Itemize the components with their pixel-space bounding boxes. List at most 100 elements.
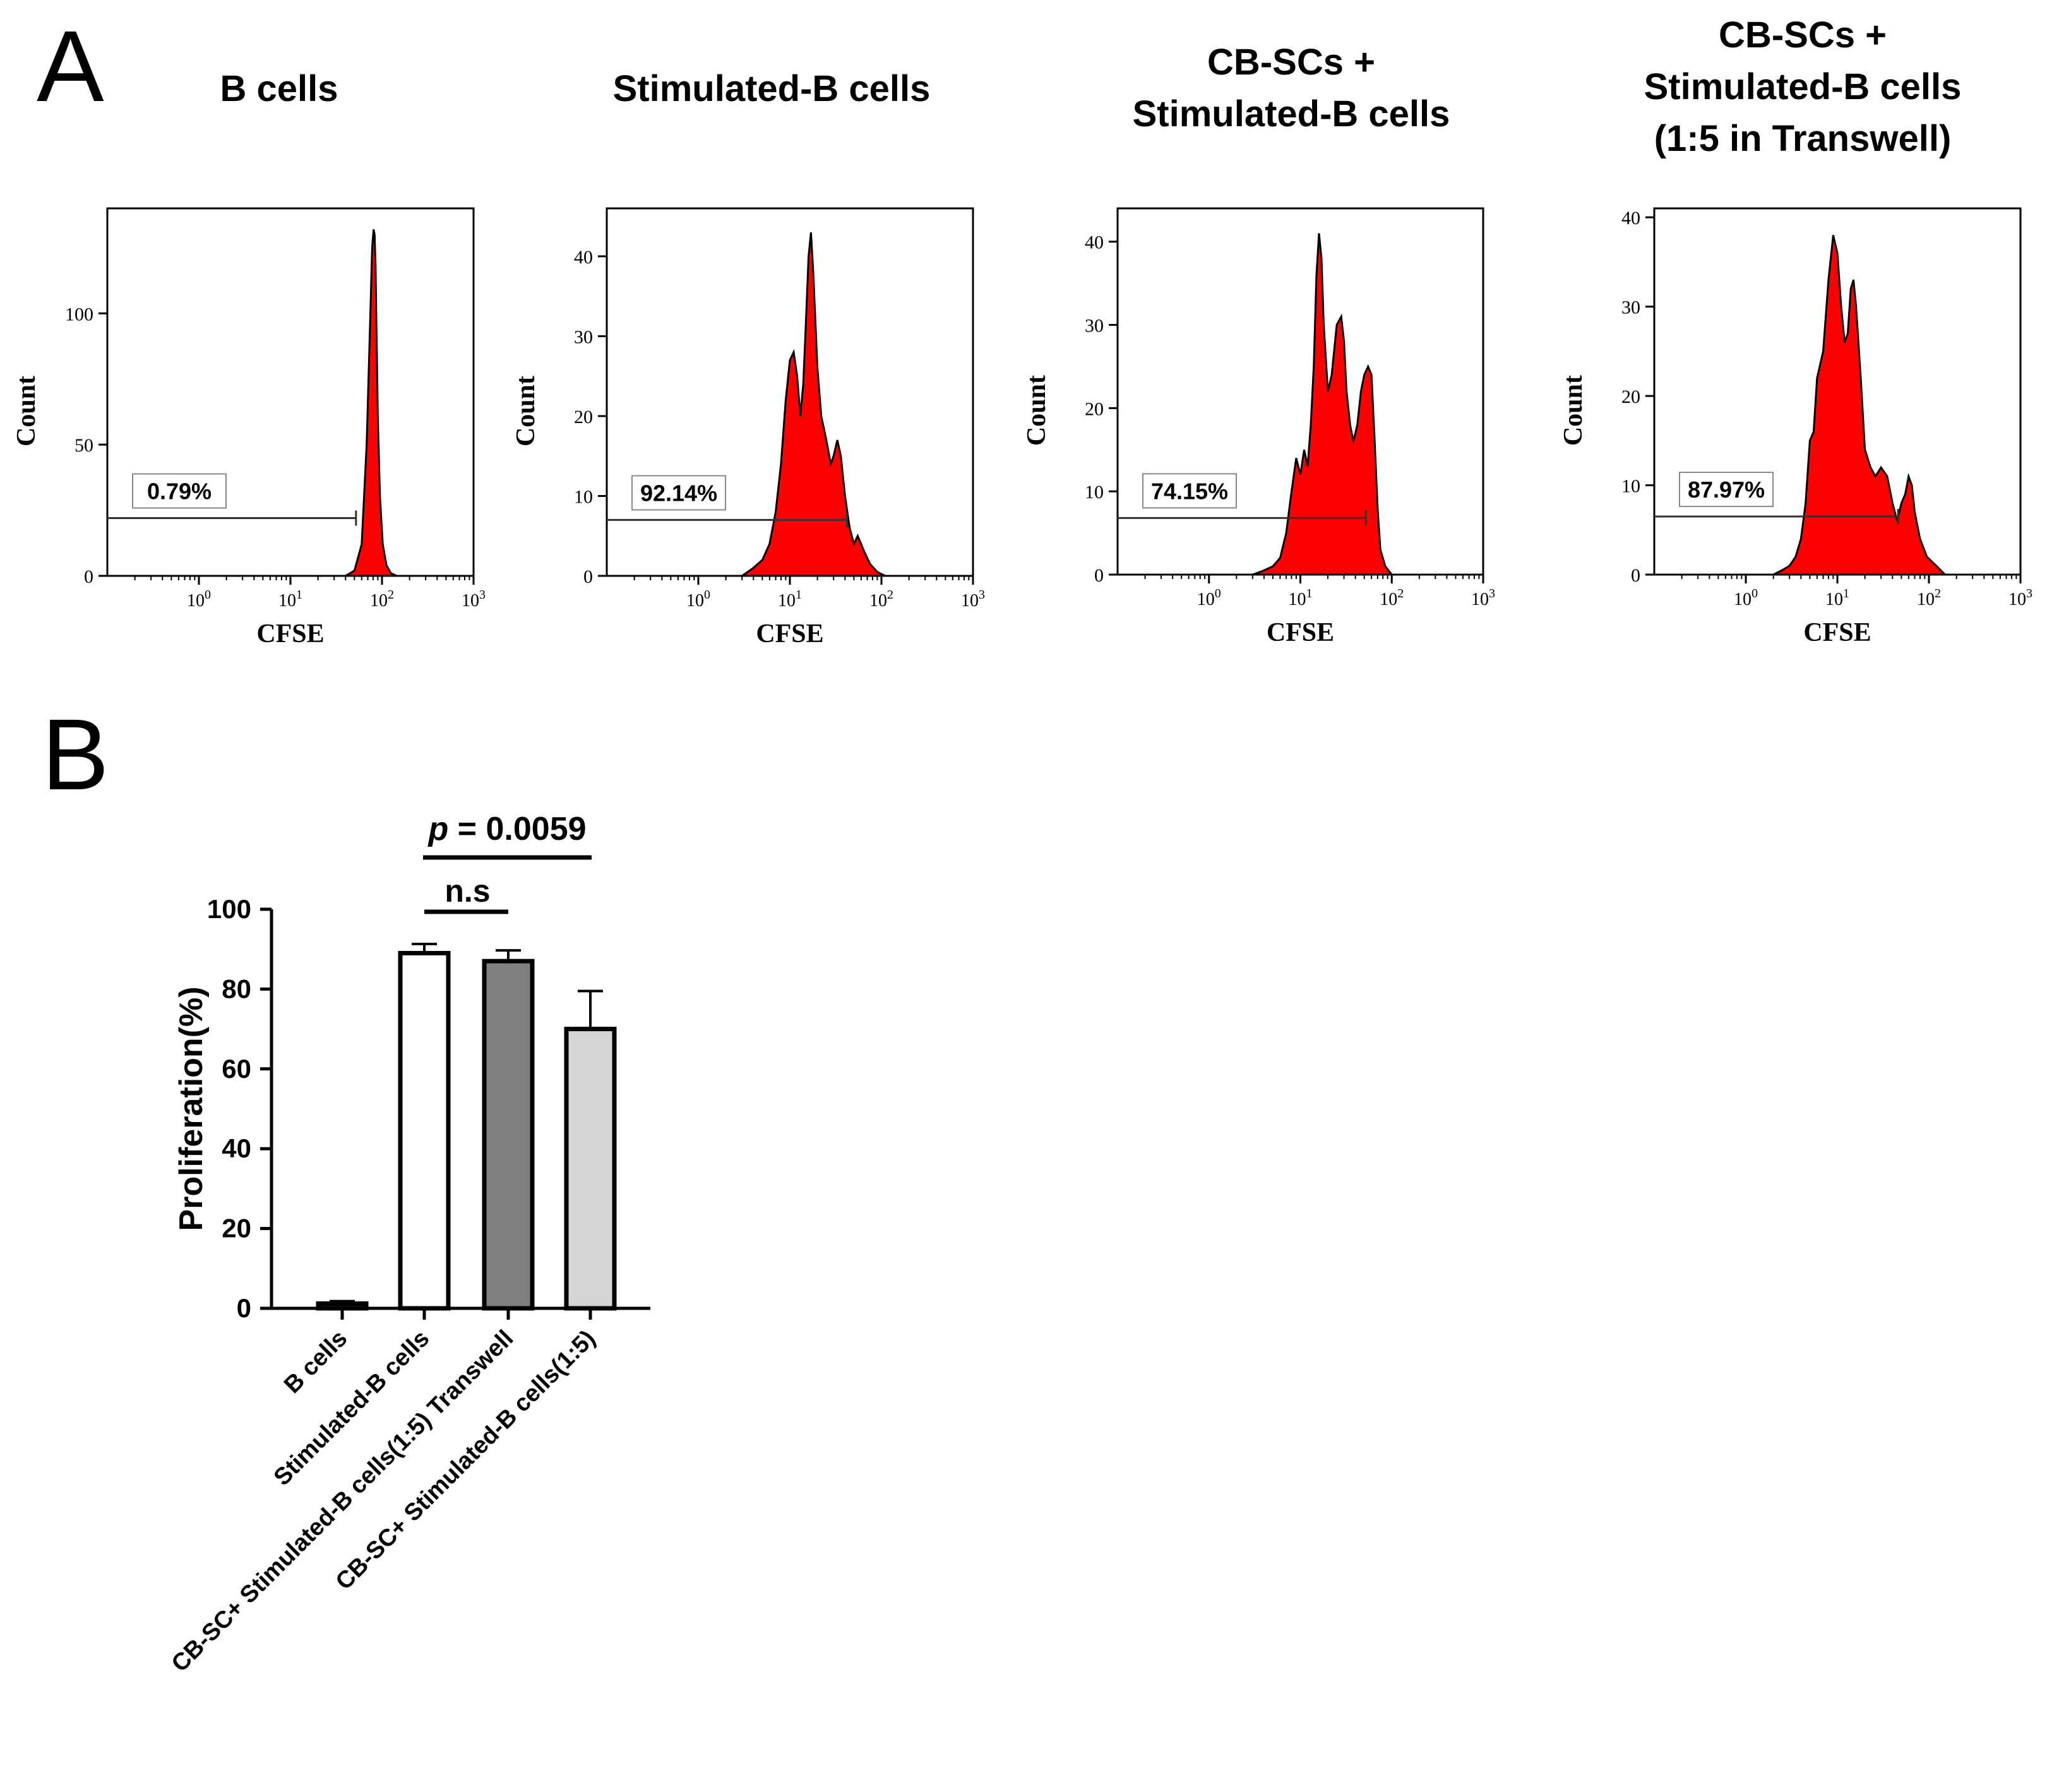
x-tick-exponent: 1: [1843, 587, 1849, 600]
y-tick-label: 40: [222, 1133, 251, 1163]
x-tick-exponent: 0: [1215, 587, 1221, 600]
y-axis-label: Proliferation(%): [173, 986, 210, 1231]
histogram-title-line: B cells: [220, 68, 338, 109]
x-category-label: CB-SC+ Stimulated-B cells(1:5) Transwell: [167, 1325, 519, 1678]
panel-b-label: B: [42, 698, 109, 811]
y-tick-label: 0: [84, 566, 93, 587]
x-tick-label: 101: [1825, 587, 1849, 609]
histogram-cbsc-stimulated-b-cells-transwell: CB-SCs + Stimulated-B cells (1:5 in Transw…: [1559, 15, 2032, 647]
y-tick-label: 10: [1621, 476, 1640, 497]
x-tick-base: 10: [961, 591, 979, 611]
x-tick-base: 10: [462, 591, 479, 611]
histogram-area: [739, 232, 886, 577]
y-tick-label: 40: [1621, 208, 1640, 229]
y-tick-label: 40: [1085, 232, 1104, 253]
x-axis-label: CFSE: [1803, 618, 1871, 647]
x-tick-exponent: 3: [2026, 587, 2032, 600]
x-tick-base: 10: [1917, 590, 1935, 609]
histogram-title-line: CB-SCs +: [1207, 42, 1375, 83]
panel-a-label: A: [37, 9, 104, 122]
y-axis-label: Count: [12, 376, 41, 446]
x-tick-exponent: 1: [296, 588, 302, 602]
bar: [482, 959, 535, 1311]
histogram-area: [1772, 235, 1948, 576]
x-tick-label: 102: [869, 588, 893, 611]
gate-label-box: [132, 473, 227, 509]
p-value: = 0.0059: [448, 811, 586, 847]
p-symbol: p: [427, 811, 448, 847]
x-tick-label: 103: [462, 588, 486, 611]
x-tick-label: 103: [961, 588, 985, 611]
x-tick-base: 10: [1380, 590, 1397, 609]
x-tick-label: 101: [278, 588, 302, 611]
x-tick-exponent: 2: [1397, 587, 1404, 600]
gate-label: 0.79%: [147, 479, 212, 505]
x-tick-base: 10: [869, 591, 887, 611]
histogram-title-line: Stimulated-B cells: [613, 68, 931, 109]
x-tick-exponent: 0: [704, 588, 710, 602]
y-tick-label: 30: [1621, 297, 1640, 318]
x-tick-base: 10: [278, 591, 296, 611]
x-tick-label: 101: [778, 588, 802, 611]
y-tick-label: 40: [574, 247, 593, 268]
x-tick-base: 10: [1734, 590, 1752, 609]
x-tick-base: 10: [1471, 590, 1489, 609]
histogram-title-line: Stimulated-B cells: [1133, 93, 1450, 134]
x-tick-exponent: 1: [796, 588, 802, 602]
histogram-title-line: CB-SCs +: [1719, 15, 1887, 56]
x-tick-base: 10: [1825, 590, 1843, 609]
x-tick-label: 100: [1734, 587, 1758, 609]
y-tick-label: 30: [1085, 316, 1104, 337]
gate-label-box: [1679, 472, 1774, 508]
x-tick-label: 100: [1197, 587, 1221, 609]
x-tick-exponent: 2: [887, 588, 893, 602]
gate-label-box: [631, 475, 726, 511]
p-value-label: p = 0.0059: [427, 811, 586, 847]
x-category-label: B cells: [279, 1325, 352, 1399]
plot-frame: [106, 207, 475, 577]
y-tick-label: 20: [1621, 386, 1640, 407]
x-tick-exponent: 2: [1935, 587, 1941, 600]
x-tick-label: 101: [1289, 587, 1313, 609]
gate-label: 92.14%: [640, 480, 717, 506]
y-tick-label: 30: [574, 326, 593, 347]
y-axis-label: Count: [1559, 375, 1588, 446]
bar: [564, 1027, 617, 1311]
y-tick-label: 50: [75, 435, 93, 456]
y-tick-label: 0: [237, 1293, 251, 1323]
y-tick-label: 20: [1085, 398, 1104, 419]
x-tick-exponent: 0: [205, 588, 211, 602]
y-tick-label: 0: [1094, 565, 1104, 586]
y-tick-label: 0: [1631, 565, 1640, 586]
x-tick-base: 10: [2008, 590, 2026, 609]
y-tick-label: 60: [222, 1054, 251, 1084]
y-tick-label: 100: [207, 894, 251, 924]
x-tick-base: 10: [686, 591, 704, 611]
y-tick-label: 100: [65, 304, 93, 325]
x-tick-base: 10: [370, 591, 388, 611]
bar-chart-proliferation: 0 20 40 60 80 100 Proliferation(%) B cellsStimu…: [167, 811, 650, 1677]
x-category-label: Stimulated-B cells: [269, 1325, 435, 1491]
y-tick-label: 20: [574, 407, 593, 427]
bar: [316, 1301, 369, 1311]
x-tick-label: 102: [1917, 587, 1941, 609]
x-tick-label: 103: [2008, 587, 2032, 609]
histogram-area: [342, 229, 398, 577]
x-tick-base: 10: [1289, 590, 1306, 609]
x-tick-exponent: 2: [388, 588, 394, 602]
y-tick-label: 0: [583, 566, 593, 587]
y-tick-label: 80: [222, 974, 251, 1003]
y-tick-label: 10: [1085, 482, 1104, 503]
x-tick-base: 10: [778, 591, 796, 611]
x-tick-label: 103: [1471, 587, 1495, 609]
x-tick-exponent: 0: [1752, 587, 1758, 600]
x-tick-exponent: 1: [1306, 587, 1313, 600]
bar: [398, 951, 451, 1311]
x-tick-label: 102: [370, 588, 394, 611]
x-axis-label: CFSE: [256, 619, 324, 648]
x-tick-exponent: 3: [979, 588, 985, 602]
x-tick-base: 10: [187, 591, 205, 611]
